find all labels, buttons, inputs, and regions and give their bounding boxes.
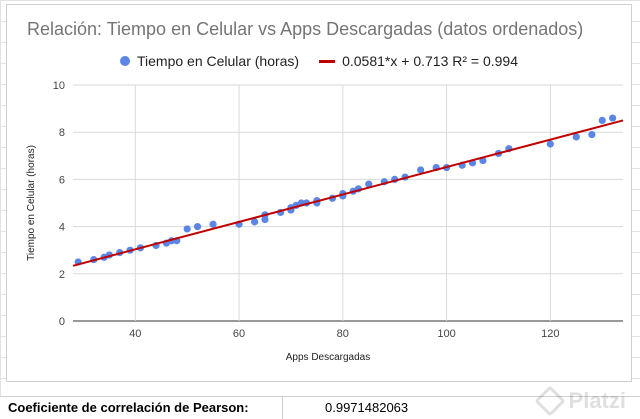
x-tick-label: 60 [233, 328, 245, 340]
legend-trendline-label: 0.0581*x + 0.713 R² = 0.994 [342, 53, 519, 69]
data-point[interactable] [588, 130, 596, 139]
x-axis-title: Apps Descargadas [286, 352, 371, 363]
x-tick-label: 40 [129, 328, 141, 340]
data-point[interactable] [572, 133, 580, 141]
data-point[interactable] [183, 225, 191, 233]
data-point[interactable] [609, 114, 617, 122]
legend-series-label: Tiempo en Celular (horas) [136, 53, 300, 69]
y-tick-label: 8 [59, 127, 65, 139]
data-point[interactable] [209, 220, 217, 228]
platzi-wordmark: Platzi [568, 388, 626, 413]
legend-series-marker [119, 56, 130, 66]
data-point[interactable] [546, 140, 554, 148]
cell-divider [282, 397, 283, 419]
pearson-value[interactable]: 0.9971482063 [325, 400, 409, 415]
pearson-row: Coeficiente de correlación de Pearson: 0… [0, 396, 640, 419]
trendline [72, 119, 624, 267]
data-point[interactable] [193, 223, 202, 231]
y-tick-label: 4 [59, 222, 65, 234]
chart-card[interactable]: Relación: Tiempo en Celular vs Apps Desc… [6, 4, 632, 382]
data-point[interactable] [598, 116, 606, 124]
data-point[interactable] [365, 180, 373, 188]
y-tick-label: 6 [59, 174, 65, 186]
x-tick-label: 120 [541, 328, 559, 340]
y-tick-label: 10 [53, 80, 65, 92]
chart-title: Relación: Tiempo en Celular vs Apps Desc… [27, 19, 584, 39]
scatter-plot: 0 2 4 6 8 10 40 60 80 100 120 Apps Descargadas Tiemp… [26, 80, 624, 363]
y-tick-label: 2 [59, 269, 65, 281]
data-point[interactable] [417, 166, 425, 174]
x-tick-label: 100 [437, 328, 455, 340]
platzi-watermark: Platzi [533, 385, 626, 417]
legend-trendline-marker [319, 59, 336, 63]
legend-item-series[interactable]: Tiempo en Celular (horas) [119, 53, 300, 69]
data-point[interactable] [251, 218, 259, 226]
platzi-logo-icon [533, 385, 566, 417]
y-tick-label: 0 [59, 316, 65, 328]
pearson-label: Coeficiente de correlación de Pearson: [8, 400, 249, 415]
legend-item-trendline[interactable]: 0.0581*x + 0.713 R² = 0.994 [319, 53, 518, 69]
x-tick-label: 80 [337, 328, 349, 340]
chart-legend: Tiempo en Celular (horas) 0.0581*x + 0.7… [7, 53, 631, 69]
y-axis-title: Tiempo en Celular (horas) [26, 145, 37, 261]
